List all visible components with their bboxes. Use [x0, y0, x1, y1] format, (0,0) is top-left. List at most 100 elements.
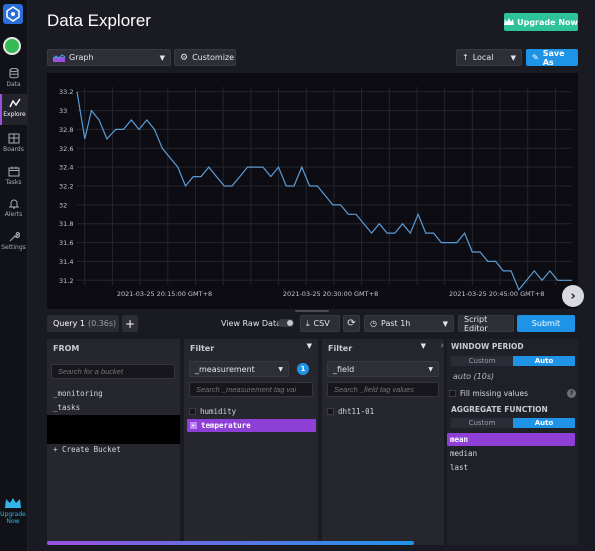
submit-label: Submit: [531, 319, 561, 328]
measurement-item-humidity[interactable]: humidity: [189, 406, 316, 417]
graph-type-dropdown[interactable]: Graph ▼: [47, 49, 171, 66]
bucket-item[interactable]: _tasks: [53, 403, 81, 412]
window-period-heading: WINDOW PERIOD: [451, 342, 524, 351]
x-tick-label: 2021-03-25 20:15:00 GMT+8: [117, 290, 212, 298]
checkbox[interactable]: [327, 408, 334, 415]
sidebar-item-boards[interactable]: Boards: [0, 133, 27, 153]
function-custom-option[interactable]: Custom: [451, 418, 513, 428]
gear-icon: ⚙: [180, 52, 189, 63]
function-item-mean[interactable]: mean: [447, 433, 575, 446]
create-bucket-button[interactable]: + Create Bucket: [53, 445, 121, 454]
measurement-item-label: humidity: [200, 407, 237, 416]
measurement-search-input[interactable]: [189, 382, 313, 397]
filter-panel-field: Filter ▼ › _field ▼ dht11-01: [322, 339, 444, 545]
crown-icon: [5, 498, 21, 508]
graph-type-label: Graph: [69, 53, 94, 62]
measurement-item-label: temperature: [201, 421, 251, 430]
refresh-icon: ⟳: [347, 318, 356, 329]
database-icon: [9, 68, 18, 79]
bell-icon: [8, 199, 19, 209]
function-auto-option[interactable]: Auto: [513, 418, 575, 428]
collapse-icon[interactable]: ›: [440, 341, 444, 351]
sidebar-item-alerts[interactable]: Alerts: [0, 198, 27, 218]
csv-label: CSV: [313, 319, 330, 328]
script-editor-label: Script Editor: [464, 314, 488, 333]
x-tick-label: 2021-03-25 20:45:00 GMT+8: [449, 290, 544, 298]
field-search-input[interactable]: [327, 382, 439, 397]
sidebar-item-settings[interactable]: Settings: [0, 231, 27, 251]
timezone-label: Local: [472, 53, 494, 62]
aggregate-function-toggle[interactable]: Custom Auto: [451, 418, 575, 428]
field-key-dropdown[interactable]: _field ▼: [327, 361, 439, 377]
sidebar-item-label: Boards: [3, 146, 24, 153]
wrench-icon: [9, 232, 20, 242]
script-editor-button[interactable]: Script Editor: [458, 314, 514, 333]
sidebar-item-label: Alerts: [4, 211, 23, 218]
help-icon[interactable]: ?: [567, 388, 576, 398]
checkbox-checked[interactable]: ▸: [190, 422, 197, 429]
filter-heading: Filter: [190, 344, 215, 353]
time-range-dropdown[interactable]: ◷ Past 1h ▼: [364, 315, 454, 332]
bucket-item[interactable]: _monitoring: [53, 389, 103, 398]
chevron-down-icon[interactable]: ▼: [306, 342, 312, 350]
window-custom-option[interactable]: Custom: [451, 356, 513, 366]
measurement-key-label: _measurement: [195, 364, 255, 374]
chevron-right-icon[interactable]: ›: [562, 285, 584, 307]
measurement-key-dropdown[interactable]: _measurement ▼: [189, 361, 289, 377]
function-item-median[interactable]: median: [450, 449, 478, 458]
sidebar-item-explore[interactable]: Explore: [0, 94, 27, 125]
resize-handle[interactable]: [295, 310, 329, 312]
y-tick-label: 33.2: [59, 88, 73, 96]
field-key-label: _field: [333, 364, 355, 374]
chevron-down-icon: ▼: [428, 365, 433, 373]
sidebar-item-tasks[interactable]: Tasks: [0, 166, 27, 186]
timezone-dropdown[interactable]: ↑ Local ▼: [456, 49, 522, 66]
fill-missing-option[interactable]: Fill missing values ?: [447, 387, 578, 399]
customize-label: Customize: [192, 53, 235, 62]
upgrade-label: Upgrade Now: [517, 17, 578, 27]
customize-button[interactable]: ⚙ Customize: [174, 49, 236, 66]
upgrade-now-button[interactable]: Upgrade Now: [504, 13, 578, 31]
save-as-button[interactable]: ✎ Save As: [526, 49, 578, 67]
query-tab[interactable]: Query 1 (0.36s): [47, 315, 119, 332]
horizontal-scrollbar[interactable]: [47, 541, 414, 545]
filter-panel-measurement: Filter ▼ _measurement ▼ 1 humidity ▸ tem…: [184, 339, 318, 545]
query-tab-time: (0.36s): [87, 319, 117, 328]
csv-download-button[interactable]: ⤓ CSV: [300, 315, 340, 332]
explore-icon: [8, 98, 21, 108]
window-auto-option[interactable]: Auto: [513, 356, 575, 366]
checkbox[interactable]: [189, 408, 196, 415]
y-tick-label: 32.4: [59, 164, 73, 172]
sidebar-upgrade-label: Upgrade Now: [0, 511, 26, 525]
sidebar-item-label: Explore: [3, 111, 26, 118]
influxdb-logo[interactable]: [3, 4, 23, 24]
submit-button[interactable]: Submit: [517, 315, 575, 332]
from-panel: FROM _monitoring _tasks + Create Bucket: [47, 339, 180, 545]
view-raw-data-toggle[interactable]: [278, 319, 294, 327]
chevron-down-icon: ▼: [159, 53, 165, 62]
measurement-item-temperature[interactable]: ▸ temperature: [187, 419, 316, 432]
field-item[interactable]: dht11-01: [327, 406, 439, 417]
chevron-down-icon[interactable]: ▼: [420, 342, 426, 350]
time-range-label: Past 1h: [380, 319, 411, 328]
user-avatar[interactable]: [3, 37, 21, 55]
download-icon: ⤓: [306, 318, 310, 328]
y-tick-label: 33: [59, 107, 67, 115]
y-tick-label: 32.8: [59, 126, 73, 134]
sidebar-item-data[interactable]: Data: [0, 68, 27, 88]
sidebar-upgrade-button[interactable]: Upgrade Now: [0, 497, 26, 525]
window-period-toggle[interactable]: Custom Auto: [451, 356, 575, 366]
bucket-list-highlight: [47, 415, 180, 444]
line-graph[interactable]: 33.2 33 32.8 32.6 32.4 32.2 32 31.8 31.6 31.4 31.2…: [47, 73, 578, 309]
refresh-button[interactable]: ⟳: [343, 315, 360, 332]
page-title: Data Explorer: [47, 11, 151, 30]
function-item-last[interactable]: last: [450, 463, 469, 472]
add-query-button[interactable]: +: [122, 315, 138, 332]
aggregate-panel: WINDOW PERIOD Custom Auto auto (10s) Fil…: [447, 339, 578, 545]
arrow-up-icon: ↑: [462, 53, 469, 62]
window-period-value: auto (10s): [453, 372, 495, 381]
y-tick-label: 32.2: [59, 183, 73, 191]
bucket-search-input[interactable]: [51, 364, 175, 379]
checkbox[interactable]: [449, 389, 456, 397]
chevron-down-icon: ▼: [442, 319, 448, 328]
